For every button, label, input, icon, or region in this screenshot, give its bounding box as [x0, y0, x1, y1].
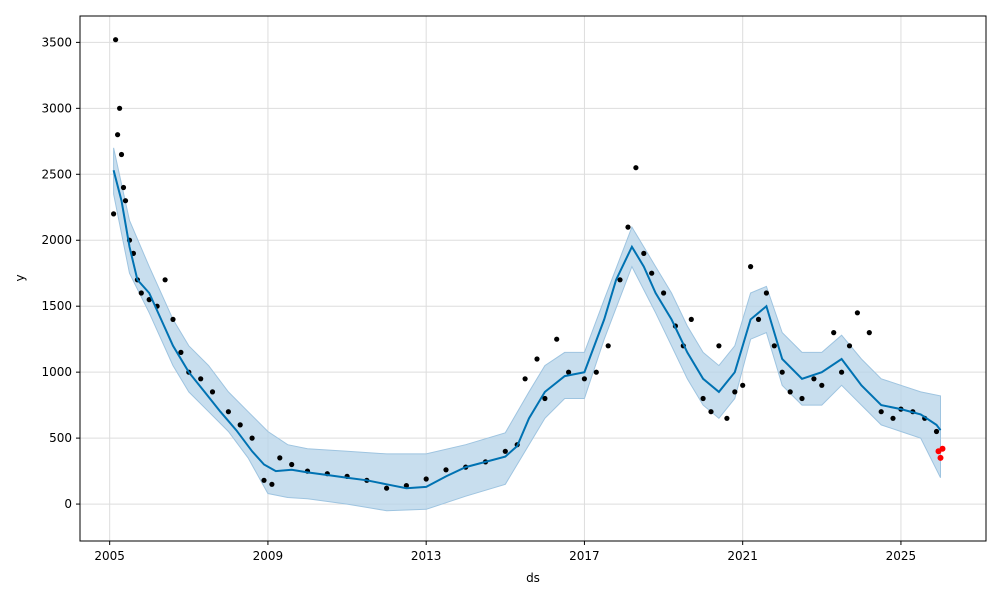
observed-point: [522, 376, 528, 382]
y-tick-label: 1500: [41, 299, 72, 313]
y-tick-label: 3500: [41, 35, 72, 49]
observed-point: [178, 349, 184, 355]
forecast-line-path: [112, 170, 942, 490]
observed-point: [542, 395, 548, 402]
x-axis-label: ds: [526, 571, 540, 585]
uncertainty-band: [113, 147, 941, 512]
y-tick-label: 2000: [41, 233, 72, 247]
observed-point: [641, 250, 647, 256]
observed-point: [423, 476, 429, 482]
observed-point: [115, 132, 121, 138]
observed-point: [866, 330, 872, 336]
observed-point: [170, 316, 176, 322]
observed-point: [502, 448, 508, 454]
observed-point: [771, 343, 777, 349]
observed-point: [261, 477, 267, 483]
observed-point: [120, 184, 127, 191]
observed-point: [748, 264, 754, 270]
observed-point: [688, 316, 694, 322]
y-tick-label: 500: [49, 431, 72, 445]
observed-point: [811, 376, 817, 382]
x-axis-ticks: 2005 2009 2013 2017 2021 2025: [94, 541, 916, 563]
observed-point: [566, 369, 572, 375]
observed-point: [700, 395, 706, 402]
observed-point: [384, 485, 390, 491]
observed-point: [732, 389, 738, 395]
observed-point: [799, 395, 805, 402]
observed-point: [846, 343, 853, 349]
observed-point: [890, 415, 896, 421]
observed-point: [933, 428, 940, 435]
forecast-line: [112, 170, 942, 490]
observed-point: [605, 343, 611, 349]
x-tick-label: 2021: [727, 549, 758, 563]
observed-point: [649, 270, 655, 276]
observed-point: [581, 376, 588, 382]
observed-point: [740, 382, 746, 388]
x-tick-label: 2017: [569, 549, 600, 563]
y-tick-label: 3000: [41, 101, 72, 115]
observed-point: [534, 356, 540, 362]
y-tick-label: 2500: [41, 167, 72, 181]
observed-point: [249, 435, 255, 441]
observed-point: [443, 467, 449, 473]
observed-point: [819, 382, 825, 388]
observed-point: [878, 409, 884, 415]
observed-point: [661, 290, 667, 296]
observed-point: [633, 165, 639, 171]
observed-point: [839, 369, 845, 375]
observed-point: [289, 461, 295, 468]
y-tick-label: 1000: [41, 365, 72, 379]
observed-point: [625, 224, 631, 230]
observed-point: [209, 389, 216, 395]
observed-point: [113, 37, 119, 43]
y-tick-label: 0: [64, 497, 72, 511]
observed-point: [403, 483, 409, 489]
observed-point: [198, 376, 204, 382]
observed-point: [237, 422, 243, 428]
grid-lines: [80, 16, 986, 541]
observed-point: [755, 316, 762, 322]
test-point: [939, 445, 946, 452]
observed-point: [716, 343, 722, 349]
test-points: [935, 445, 946, 461]
observed-point: [225, 409, 231, 415]
x-tick-label: 2005: [94, 549, 125, 563]
observed-point: [831, 330, 837, 336]
observed-point: [277, 455, 283, 461]
x-tick-label: 2025: [886, 549, 917, 563]
test-point: [937, 454, 944, 461]
observed-point: [779, 369, 785, 375]
observed-point: [138, 290, 144, 296]
observed-point: [708, 409, 714, 415]
x-tick-label: 2013: [411, 549, 442, 563]
observed-point: [554, 336, 560, 342]
observed-point: [787, 389, 793, 395]
observed-point: [854, 310, 861, 316]
observed-point: [724, 415, 730, 421]
observed-point: [111, 211, 117, 217]
observed-points: [111, 37, 940, 491]
observed-point: [763, 290, 770, 296]
x-tick-label: 2009: [253, 549, 284, 563]
y-axis-label: y: [13, 274, 27, 281]
observed-point: [617, 277, 623, 283]
observed-point: [117, 105, 123, 111]
observed-point: [269, 481, 275, 487]
uncertainty-band-area: [113, 147, 941, 512]
plot-area-frame: [79, 15, 987, 542]
observed-point: [162, 277, 168, 283]
observed-point: [593, 369, 599, 375]
y-axis-ticks: 0 500 1000 1500 2000 2500 3000 3500: [41, 35, 80, 511]
observed-point: [122, 198, 129, 204]
observed-point: [118, 151, 125, 158]
